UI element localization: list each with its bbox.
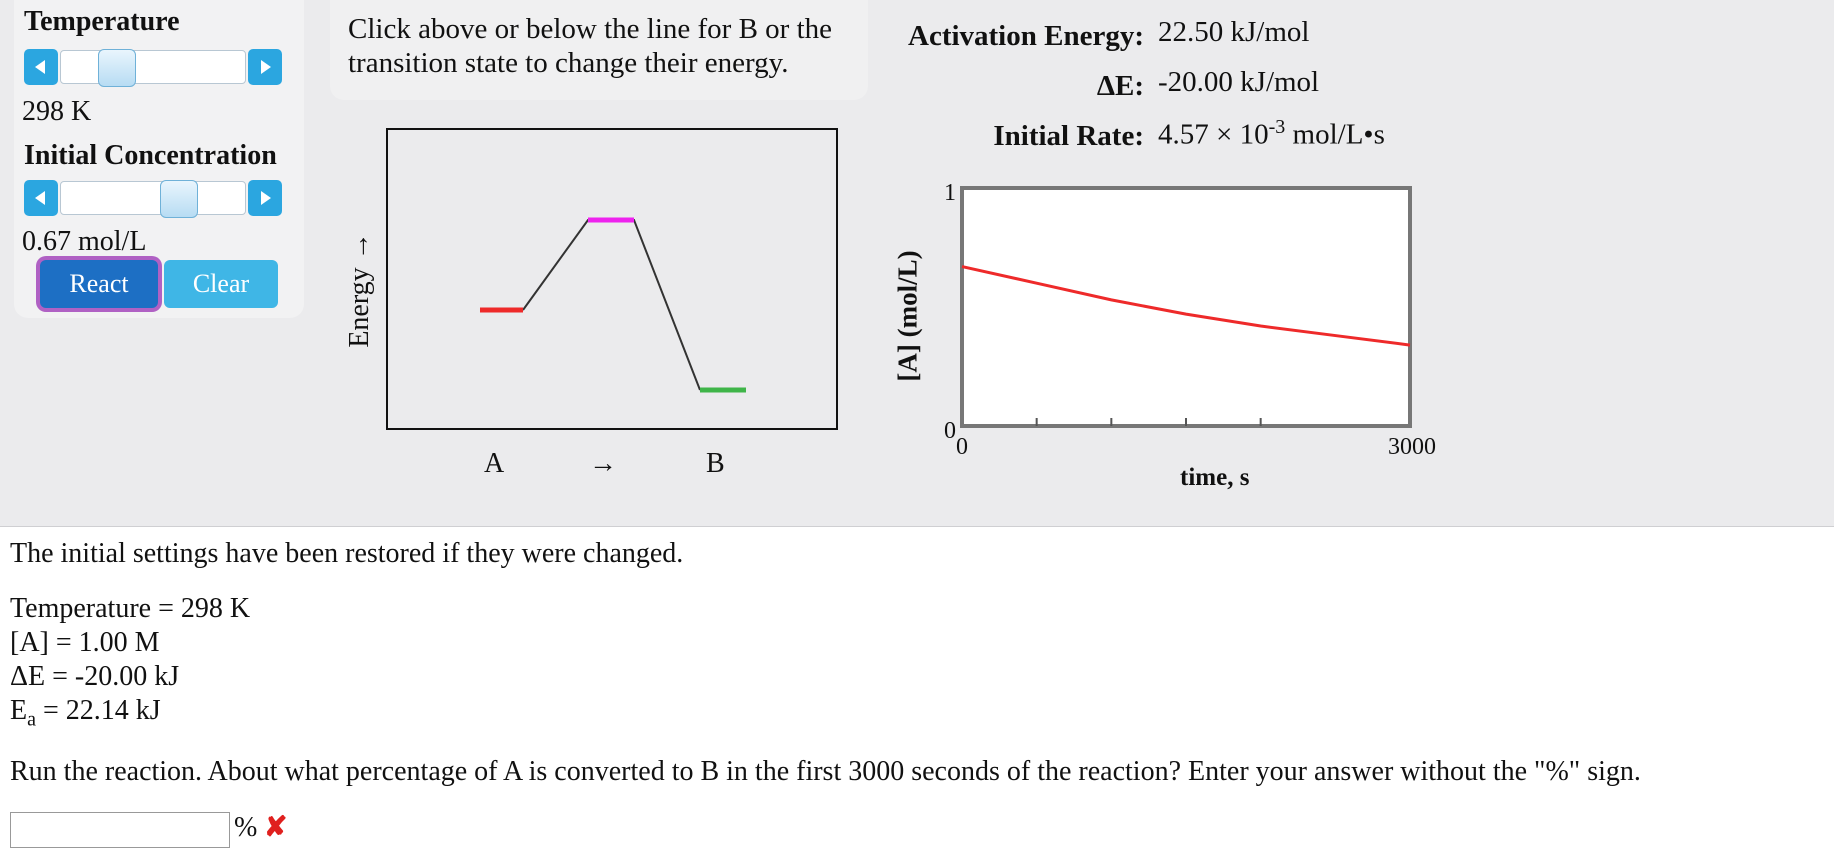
temperature-value: 298 K xyxy=(22,96,92,127)
control-panel: Temperature 298 K Initial Concentration … xyxy=(14,0,304,318)
activation-energy-setting: Ea = 22.14 kJ xyxy=(10,695,161,731)
concentration-slider[interactable] xyxy=(24,180,282,218)
product-label: B xyxy=(706,448,725,479)
simulation-panel: Temperature 298 K Initial Concentration … xyxy=(0,0,1834,527)
concentration-slider-track[interactable] xyxy=(60,180,246,218)
reaction-arrow: → xyxy=(589,448,617,479)
concentration-increase-button[interactable] xyxy=(248,180,282,216)
concentration-axis-label: [A] (mol/L) xyxy=(892,250,923,382)
react-button[interactable]: React xyxy=(40,260,158,308)
concentration-decrease-button[interactable] xyxy=(24,180,58,216)
energy-axis-label: Energy → xyxy=(344,232,375,348)
temperature-setting: Temperature = 298 K xyxy=(10,593,251,624)
delta-e-setting: ΔE = -20.00 kJ xyxy=(10,661,180,692)
delta-e-value: -20.00 kJ/mol xyxy=(1158,66,1320,98)
incorrect-icon: ✘ xyxy=(264,812,288,843)
concentration-label: Initial Concentration xyxy=(24,140,277,171)
temperature-slider-thumb[interactable] xyxy=(98,49,136,87)
question-text: Run the reaction. About what percentage … xyxy=(10,756,1641,787)
y-tick-label-max: 1 xyxy=(944,180,956,206)
answer-input[interactable] xyxy=(10,812,230,848)
reactant-label: A xyxy=(484,448,505,479)
energy-diagram-svg[interactable] xyxy=(388,130,836,428)
instructions: Click above or below the line for B or t… xyxy=(330,0,868,100)
x-tick-label-max: 3000 xyxy=(1388,434,1436,460)
concentration-series-line xyxy=(961,265,1411,347)
time-axis-label: time, s xyxy=(1180,464,1250,491)
activation-energy-value: 22.50 kJ/mol xyxy=(1158,16,1310,48)
activation-energy-label: Activation Energy: xyxy=(908,20,1144,52)
temperature-slider-track[interactable] xyxy=(60,49,246,87)
energy-profile-line xyxy=(522,219,701,391)
clear-button[interactable]: Clear xyxy=(164,260,278,308)
y-tick-label-min: 0 xyxy=(944,418,956,444)
initial-rate-label: Initial Rate: xyxy=(993,120,1144,152)
delta-e-label: ΔE: xyxy=(1096,70,1144,102)
concentration-chart xyxy=(960,186,1412,428)
concentration-slider-thumb[interactable] xyxy=(160,180,199,218)
temperature-increase-button[interactable] xyxy=(248,49,282,85)
temperature-label: Temperature xyxy=(24,6,180,37)
chart-plot-area xyxy=(960,186,1412,428)
percent-sign: % xyxy=(234,812,258,843)
concentration-setting: [A] = 1.00 M xyxy=(10,627,160,658)
temperature-slider[interactable] xyxy=(24,49,282,87)
initial-rate-value: 4.57 × 10-3 mol/L•s xyxy=(1158,116,1385,151)
temperature-decrease-button[interactable] xyxy=(24,49,58,85)
restored-message: The initial settings have been restored … xyxy=(10,538,684,569)
energy-diagram[interactable] xyxy=(386,128,838,430)
concentration-value: 0.67 mol/L xyxy=(22,226,147,257)
x-tick-label-min: 0 xyxy=(956,434,968,460)
initial-settings: Temperature = 298 K [A] = 1.00 M ΔE = -2… xyxy=(10,592,250,737)
